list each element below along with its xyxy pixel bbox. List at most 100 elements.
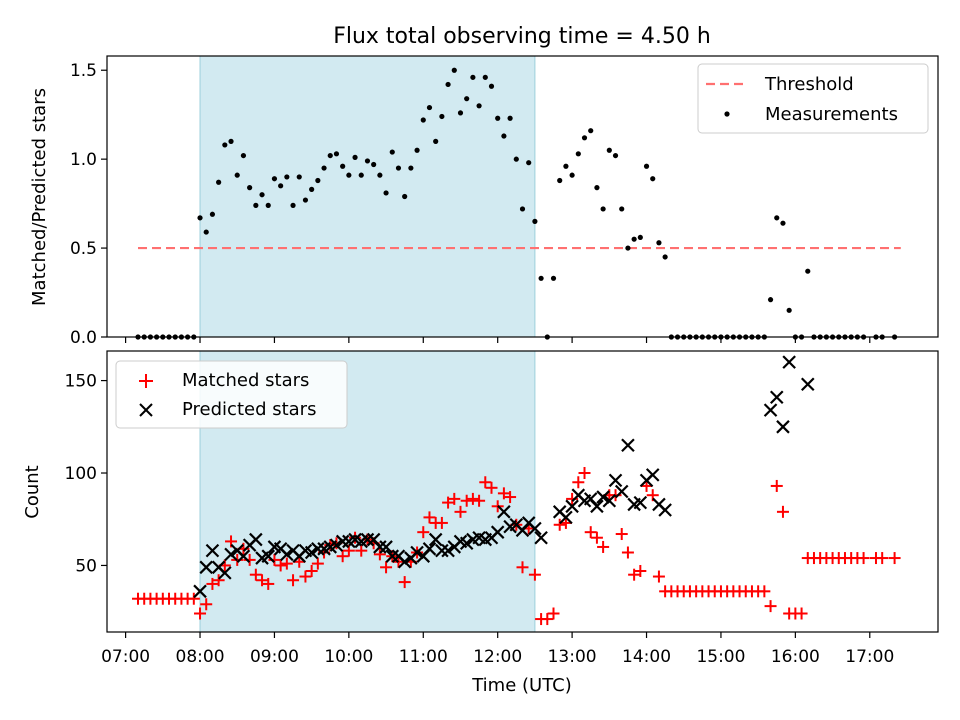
- measurement-point: [371, 161, 377, 168]
- matched-star-point: [299, 570, 312, 583]
- measurement-point: [222, 142, 228, 148]
- predicted-star-point: [261, 549, 276, 563]
- bottom-y-axis-label: Count: [22, 465, 43, 518]
- measurement-point: [482, 74, 488, 80]
- measurement-point: [278, 183, 284, 189]
- measurement-point: [519, 206, 526, 212]
- measurement-point: [247, 185, 253, 191]
- measurement-point: [451, 67, 457, 73]
- bottom-axes-frame: [106, 350, 939, 633]
- top-axes-frame: [106, 55, 939, 338]
- measurement-point: [767, 297, 774, 303]
- measurement-point: [532, 218, 538, 224]
- measurement-point: [271, 176, 278, 182]
- predicted-star-point: [249, 532, 263, 547]
- matched-star-point: [572, 476, 585, 489]
- matched-star-point: [200, 598, 213, 611]
- matched-star-point: [194, 607, 207, 620]
- matched-star-point: [417, 526, 430, 539]
- matched-star-point: [485, 481, 498, 494]
- measurement-point: [464, 96, 470, 102]
- matched-star-point: [628, 568, 641, 581]
- top-legend: Threshold Measurements: [697, 63, 929, 134]
- measurement-point: [383, 190, 389, 196]
- matched-star-point: [249, 568, 262, 581]
- measurement-point: [296, 174, 302, 180]
- x-tick-label: 14:00: [622, 647, 671, 667]
- measurement-point: [643, 163, 650, 169]
- measurement-point: [780, 220, 786, 226]
- matched-star-point: [262, 577, 275, 590]
- measurement-point: [600, 206, 606, 212]
- measurement-point: [364, 158, 371, 164]
- bottom-panel: 50 100 150 07:00 08:00 09:00 10:00 11:00 12:00 1…: [22, 350, 939, 696]
- measurement-point: [358, 172, 364, 178]
- measurement-point: [197, 215, 203, 221]
- measurement-point: [209, 211, 216, 217]
- measurement-point: [327, 152, 333, 159]
- matched-star-point: [597, 540, 610, 553]
- measurement-point: [333, 151, 340, 157]
- matched-star-point: [876, 552, 889, 565]
- matched-star-point: [311, 557, 324, 570]
- predicted-star-point: [311, 542, 325, 556]
- matched-star-point: [541, 613, 554, 626]
- matched-star-point: [764, 600, 777, 613]
- measurement-point: [612, 152, 619, 159]
- matched-star-point: [795, 607, 808, 620]
- matched-star-point: [634, 564, 647, 577]
- predicted-star-point: [224, 547, 238, 562]
- measurement-point: [321, 165, 327, 171]
- predicted-star-point: [435, 543, 449, 558]
- matched-star-point: [280, 557, 293, 570]
- matched-star-point: [398, 576, 411, 589]
- measurement-point: [414, 147, 420, 153]
- matched-star-point: [206, 577, 219, 590]
- predicted-stars-points: [193, 355, 815, 599]
- predicted-star-point: [280, 547, 294, 562]
- measurement-point: [805, 268, 811, 274]
- measurement-point: [395, 165, 402, 171]
- measurement-point: [439, 113, 445, 120]
- measurement-point: [637, 234, 643, 241]
- measurement-point: [495, 115, 501, 121]
- x-tick-label: 08:00: [176, 647, 225, 667]
- measurement-point: [346, 172, 352, 178]
- predicted-star-point: [373, 540, 387, 554]
- predicted-star-point: [379, 540, 393, 554]
- predicted-star-point: [218, 566, 232, 580]
- legend-matched-swatch: [139, 374, 153, 388]
- measurement-point: [389, 149, 395, 155]
- measurement-point: [569, 172, 575, 178]
- predicted-star-point: [528, 521, 542, 536]
- predicted-star-point: [590, 499, 604, 514]
- matched-star-point: [652, 570, 665, 583]
- top-y-axis-label: Matched/Predicted stars: [29, 88, 50, 306]
- predicted-star-point: [497, 505, 511, 519]
- predicted-star-point: [565, 499, 579, 514]
- matched-star-point: [516, 561, 529, 574]
- measurement-point: [228, 138, 234, 144]
- matched-star-point: [466, 492, 479, 505]
- predicted-star-point: [490, 525, 505, 539]
- matched-star-point: [435, 516, 448, 529]
- measurement-point: [309, 186, 315, 192]
- matched-star-point: [479, 476, 492, 489]
- bottom-y-ticks: 50 100 150: [65, 372, 107, 576]
- measurement-point: [352, 154, 358, 160]
- measurement-point: [402, 193, 408, 200]
- measurement-point: [656, 240, 662, 246]
- measurement-point: [526, 160, 532, 166]
- bottom-legend-box: [115, 360, 348, 429]
- predicted-star-point: [422, 542, 437, 556]
- measurement-point: [216, 179, 222, 185]
- predicted-star-point: [633, 495, 648, 510]
- matched-star-point: [287, 574, 300, 587]
- measurement-point: [377, 172, 383, 178]
- matched-star-point: [212, 574, 225, 587]
- measurement-point: [265, 202, 271, 208]
- x-tick-label: 07:00: [101, 647, 150, 667]
- measurement-point: [340, 163, 346, 169]
- predicted-star-point: [397, 554, 412, 569]
- measurement-point: [302, 197, 309, 203]
